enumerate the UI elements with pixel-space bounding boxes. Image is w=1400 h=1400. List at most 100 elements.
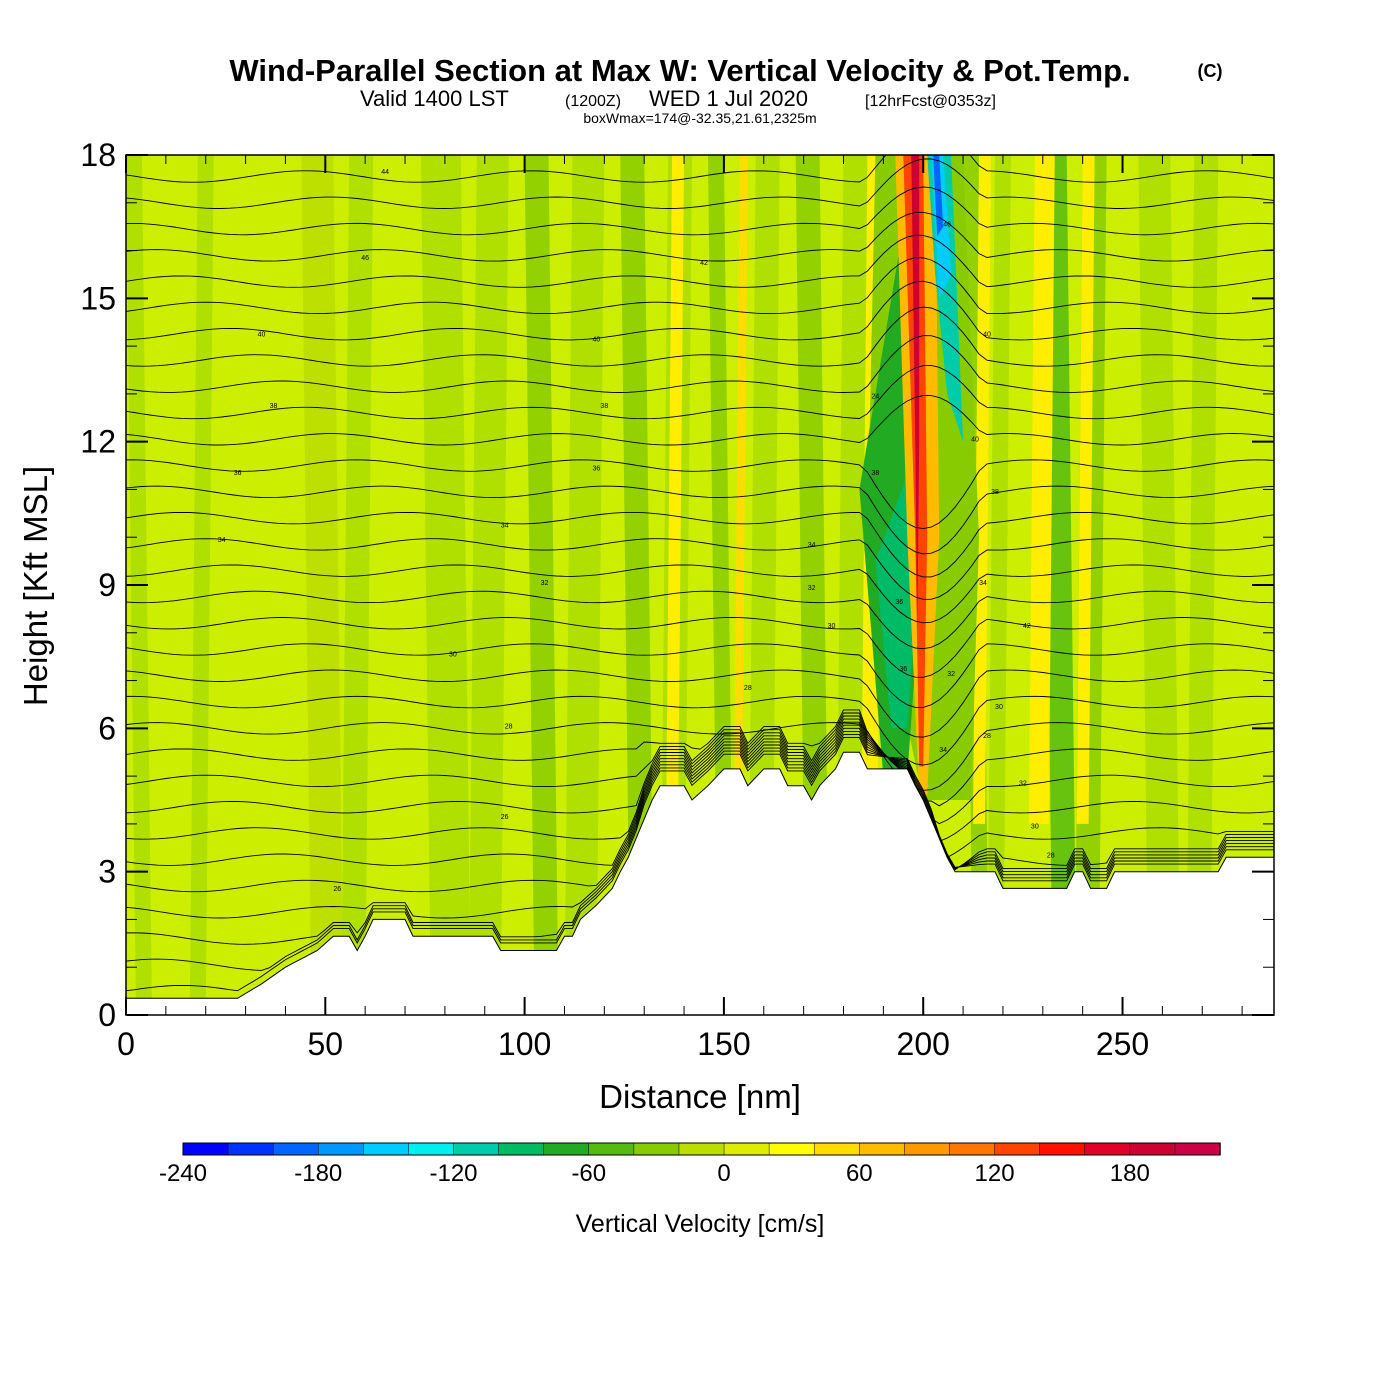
colorbar-swatch xyxy=(453,1142,500,1156)
theta-contour-label: 30 xyxy=(828,623,836,630)
updraft-streak xyxy=(973,155,991,824)
x-axis: 0 50 100 150 200 250 xyxy=(117,155,1243,1062)
theta-contour-label: 28 xyxy=(505,723,513,730)
theta-contour-label: 30 xyxy=(1031,824,1039,831)
theta-contour-line xyxy=(126,564,1274,624)
colorbar-tick-label: -240 xyxy=(159,1160,207,1187)
y-tick-label: 9 xyxy=(98,567,116,603)
theta-contour-label: 36 xyxy=(234,470,242,477)
velocity-band xyxy=(1186,155,1219,1015)
copyright-mark: (C) xyxy=(1198,61,1223,81)
x-tick-label: 0 xyxy=(117,1026,135,1062)
x-tick-label: 50 xyxy=(308,1026,344,1062)
theta-contour-label: 40 xyxy=(258,332,266,339)
updraft-streak xyxy=(733,155,748,824)
colorbar-swatch xyxy=(227,1142,274,1156)
colorbar-swatch xyxy=(543,1142,590,1156)
forecast-info: [12hrFcst@0353z] xyxy=(865,93,996,110)
theta-contour-label: 26 xyxy=(501,814,509,821)
colorbar-swatch xyxy=(768,1142,815,1156)
colorbar-swatch xyxy=(498,1142,545,1156)
velocity-band xyxy=(301,155,344,1015)
theta-contour-label: 34 xyxy=(808,542,816,549)
velocity-band xyxy=(564,155,605,1015)
theta-contour-label: 42 xyxy=(1023,623,1031,630)
theta-contour-label: 34 xyxy=(218,537,226,544)
theta-contour-line xyxy=(126,727,1274,919)
theta-contour-label: 38 xyxy=(991,489,999,496)
theta-contour-label: 28 xyxy=(744,685,752,692)
velocity-band xyxy=(1138,155,1181,1015)
plot-area: 44 46 42 40 40 38 38 36 36 34 34 34 32 32 30 30 28 28 26 26… xyxy=(126,155,1274,1015)
y-tick-label: 3 xyxy=(98,854,116,890)
valid-prefix: Valid 1400 LST xyxy=(360,86,509,111)
colorbar-tick-label: 60 xyxy=(846,1160,873,1187)
colorbar-tick-label: -60 xyxy=(571,1160,606,1187)
colorbar-swatch xyxy=(318,1142,365,1156)
colorbar-tick-label: 0 xyxy=(717,1160,730,1187)
y-tick-label: 18 xyxy=(80,137,116,173)
x-tick-label: 200 xyxy=(897,1026,950,1062)
theta-contour-line xyxy=(126,669,1274,738)
x-tick-label: 250 xyxy=(1096,1026,1149,1062)
theta-contour-label: 26 xyxy=(333,886,341,893)
theta-contour-label: 24 xyxy=(871,394,879,401)
colorbar-swatch xyxy=(1129,1142,1176,1156)
theta-contour-label: 40 xyxy=(983,332,991,339)
theta-contour-line xyxy=(126,306,1274,367)
theta-contour-line xyxy=(126,364,1274,420)
theta-contour-label: 40 xyxy=(592,336,600,343)
theta-contour-label: 38 xyxy=(600,403,608,410)
theta-contour-line xyxy=(126,712,1274,825)
colorbar-swatch xyxy=(859,1142,906,1156)
theta-contour-line xyxy=(126,158,1274,209)
theta-contour-line xyxy=(126,617,1274,678)
colorbar-swatch xyxy=(363,1142,410,1156)
updraft-streak xyxy=(1076,155,1095,824)
updraft-core-max xyxy=(911,155,920,633)
utc-time: (1200Z) xyxy=(565,93,621,110)
theta-contour-label: 32 xyxy=(1019,781,1027,788)
colorbar-swatch xyxy=(408,1142,455,1156)
theta-contour-line xyxy=(126,733,1274,971)
theta-contour-label: 32 xyxy=(808,585,816,592)
colorbar-tick-label: -180 xyxy=(294,1160,342,1187)
x-tick-label: 100 xyxy=(498,1026,551,1062)
theta-contour-line xyxy=(126,721,1274,871)
velocity-band xyxy=(986,155,1011,1015)
potential-temperature-contours: 44 46 42 40 40 38 38 36 36 34 34 34 32 32 30 30 28 28 26 26… xyxy=(126,155,1274,992)
colorbar-swatch xyxy=(1039,1142,1086,1156)
theta-contour-label: 30 xyxy=(449,652,457,659)
theta-contour-line xyxy=(126,737,1274,992)
theta-contour-line xyxy=(126,718,1274,859)
boxwmax-info: boxWmax=174@-32.35,21.61,2325m xyxy=(583,110,816,126)
colorbar-swatch xyxy=(272,1142,320,1156)
y-tick-label: 6 xyxy=(98,710,116,746)
theta-contour-line xyxy=(126,511,1274,578)
y-tick-label: 15 xyxy=(80,280,116,316)
updraft-streak xyxy=(1028,155,1055,824)
theta-contour-label: 34 xyxy=(939,747,947,754)
theta-contour-label: 30 xyxy=(995,704,1003,711)
theta-contour-line xyxy=(126,715,1274,842)
theta-contour-label: 42 xyxy=(700,260,708,267)
theta-contour-line xyxy=(126,485,1274,555)
valid-date: WED 1 Jul 2020 xyxy=(649,86,808,111)
theta-contour-label: 38 xyxy=(871,470,879,477)
theta-contour-line xyxy=(126,538,1274,600)
colorbar-frame xyxy=(182,1142,1221,1156)
velocity-band xyxy=(189,155,214,1015)
y-tick-label: 0 xyxy=(98,997,116,1033)
colorbar-swatch xyxy=(904,1142,951,1156)
theta-contour-line xyxy=(126,186,1274,236)
x-tick-label: 150 xyxy=(697,1026,750,1062)
colorbar-swatch xyxy=(588,1142,635,1156)
x-axis-label: Distance [nm] xyxy=(599,1078,801,1115)
theta-contour-label: 28 xyxy=(983,733,991,740)
theta-contour-line xyxy=(126,257,1274,315)
theta-contour-line xyxy=(126,211,1274,262)
colorbar-swatch xyxy=(994,1142,1041,1156)
theta-contour-line xyxy=(126,335,1274,393)
